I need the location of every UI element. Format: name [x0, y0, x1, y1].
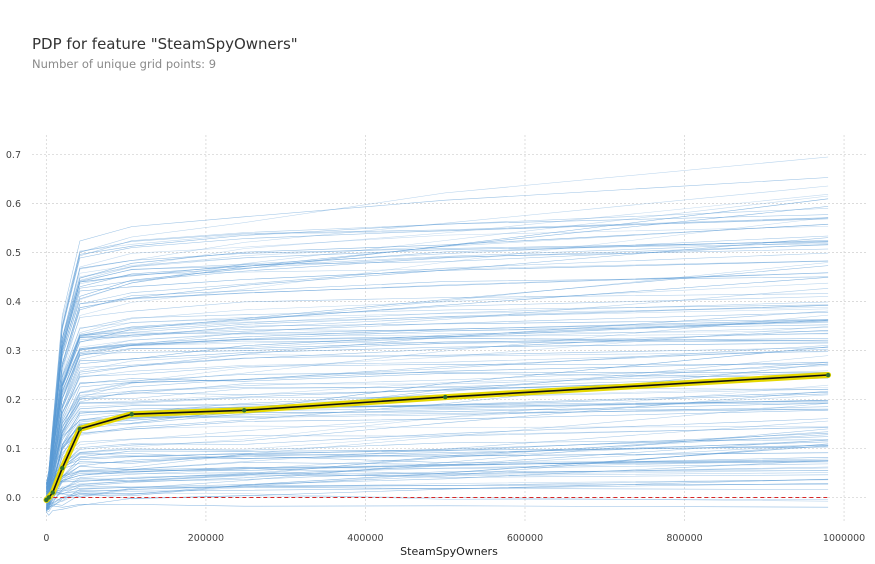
- x-tick-label: 0: [43, 533, 49, 544]
- x-tick-label: 400000: [347, 533, 383, 544]
- y-tick-label: 0.2: [6, 395, 21, 406]
- x-tick-label: 200000: [188, 533, 224, 544]
- x-tick-labels: 0 200000 400000 600000 800000 1000000: [43, 533, 865, 544]
- chart-subtitle: Number of unique grid points: 9: [32, 57, 217, 71]
- pdp-point: [50, 490, 55, 495]
- ice-line: [46, 458, 829, 509]
- x-tick-label: 600000: [507, 533, 543, 544]
- ice-line: [46, 365, 829, 488]
- ice-line: [46, 503, 829, 508]
- ice-line: [46, 493, 829, 506]
- x-tick-label: 800000: [666, 533, 702, 544]
- pdp-markers: [44, 372, 831, 503]
- grid-lines: [32, 135, 868, 522]
- y-tick-label: 0.4: [6, 297, 21, 308]
- pdp-point: [129, 412, 134, 417]
- ice-line: [46, 446, 829, 490]
- ice-line: [46, 461, 829, 510]
- pdp-point: [825, 372, 831, 378]
- x-tick-label: 1000000: [823, 533, 865, 544]
- y-tick-label: 0.1: [6, 444, 21, 455]
- ice-line: [46, 265, 829, 500]
- y-tick-label: 0.0: [6, 493, 21, 504]
- ice-line: [46, 217, 829, 507]
- ice-line: [46, 478, 829, 516]
- pdp-point: [443, 394, 448, 400]
- ice-line: [46, 445, 829, 510]
- ice-line: [46, 440, 829, 509]
- ice-line: [46, 296, 829, 511]
- y-tick-label: 0.3: [6, 346, 21, 357]
- ice-line: [46, 443, 829, 511]
- ice-line: [46, 439, 829, 487]
- y-tick-label: 0.6: [6, 199, 21, 210]
- x-axis-label: SteamSpyOwners: [400, 545, 498, 558]
- ice-line: [46, 376, 829, 502]
- pdp-point: [46, 495, 51, 500]
- ice-line: [46, 492, 829, 502]
- chart-title: PDP for feature "SteamSpyOwners": [32, 35, 298, 53]
- pdp-point: [241, 408, 247, 413]
- ice-line: [46, 226, 829, 510]
- ice-lines: [46, 156, 829, 516]
- ice-line: [46, 177, 829, 486]
- y-tick-label: 0.7: [6, 150, 21, 161]
- ice-line: [46, 472, 829, 484]
- ice-line: [46, 217, 829, 495]
- ice-line: [46, 304, 829, 496]
- ice-line: [46, 460, 829, 512]
- ice-line: [46, 262, 829, 490]
- pdp-point: [77, 426, 83, 432]
- ice-line: [46, 479, 829, 494]
- ice-line: [46, 470, 829, 507]
- y-tick-label: 0.5: [6, 248, 21, 259]
- ice-line: [46, 399, 829, 487]
- ice-line: [46, 441, 829, 512]
- pdp-point: [60, 465, 65, 471]
- y-tick-labels: 0.0 0.1 0.2 0.3 0.4 0.5 0.6 0.7: [6, 150, 21, 504]
